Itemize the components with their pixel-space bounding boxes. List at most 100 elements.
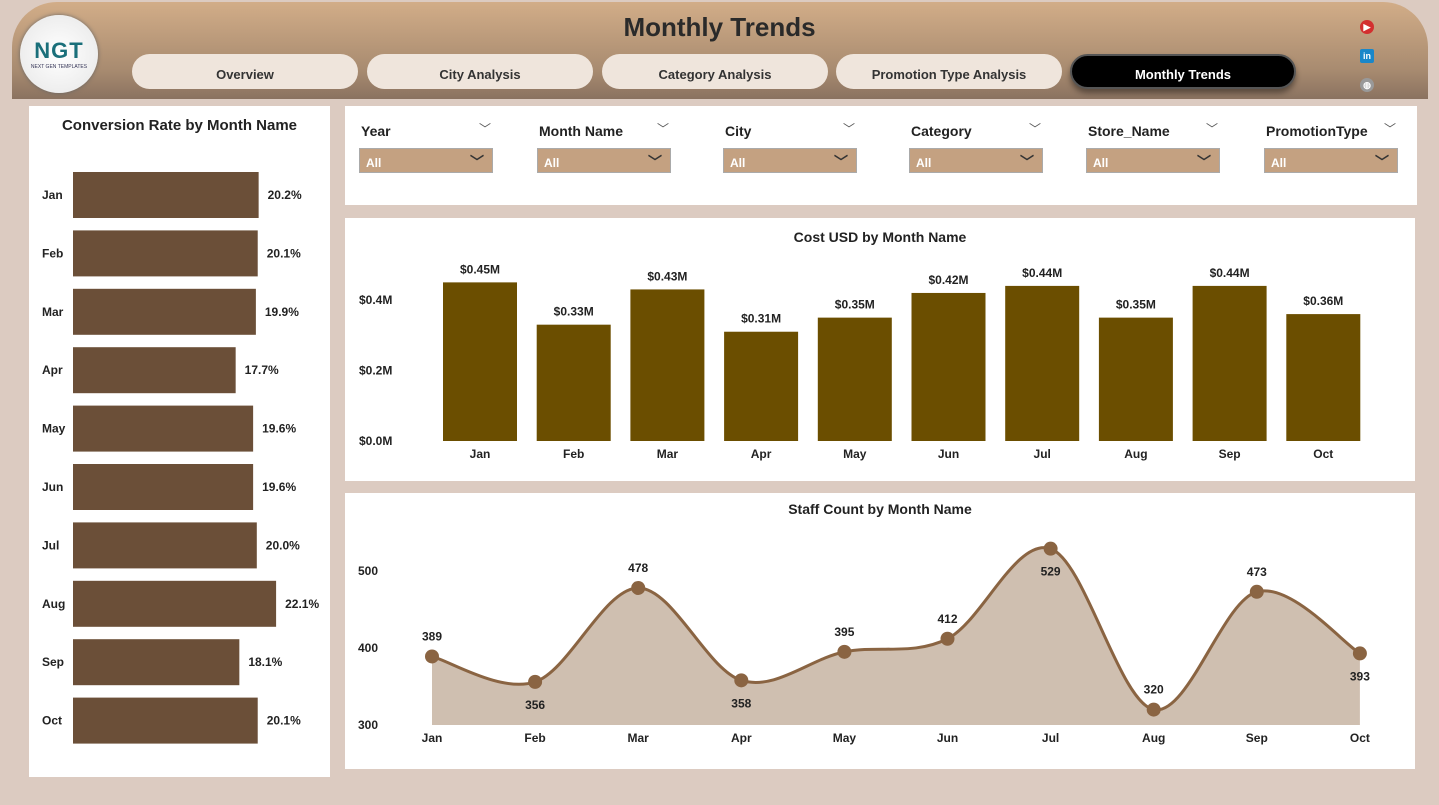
staff-chart: 300 400 500 389 Jan 356 Feb 478 Mar 358 Apr 395 May 4… [358,541,1370,745]
data-label: 19.9% [265,305,299,319]
point-feb[interactable] [528,674,543,689]
filter-dropdown[interactable]: All ﹀ [1086,148,1220,173]
area-fill [432,547,1360,725]
data-label: 358 [731,696,751,710]
bar-apr[interactable] [724,331,799,441]
chevron-down-icon[interactable]: ﹀ [1206,122,1219,136]
data-label: $0.43M [647,269,687,283]
filter-label: Store_Name [1088,123,1170,139]
filter-dropdown[interactable]: All ﹀ [909,148,1043,173]
y-tick-label: 400 [358,641,378,655]
data-label: $0.42M [928,273,968,287]
y-tick-label: 500 [358,564,378,578]
y-tick-label: Mar [42,305,64,319]
point-may[interactable] [837,644,852,659]
filter-label: Category [911,123,972,139]
data-label: $0.44M [1022,266,1062,280]
data-label: 529 [1041,565,1061,579]
youtube-icon[interactable]: ▶ [1360,20,1374,34]
filter-dropdown[interactable]: All ﹀ [723,148,857,173]
data-label: 20.1% [267,246,301,260]
staff-chart-title: Staff Count by Month Name [788,501,972,517]
chevron-down-icon[interactable]: ﹀ [479,122,492,136]
x-tick-label: Mar [628,731,650,745]
chevron-down-icon[interactable]: ﹀ [1384,122,1397,136]
point-apr[interactable] [734,673,749,688]
data-label: 393 [1350,669,1370,683]
bar-may[interactable] [73,405,254,452]
chevron-down-icon: ﹀ [1197,154,1211,170]
data-label: 19.6% [262,480,296,494]
bar-jul[interactable] [1005,285,1080,441]
x-tick-label: Apr [731,731,752,745]
chevron-down-icon[interactable]: ﹀ [843,122,856,136]
tab-overview[interactable]: Overview [132,54,358,89]
x-tick-label: Aug [1124,447,1147,461]
y-tick-label: Sep [42,655,64,669]
filter-panel: Year ﹀ All ﹀ Month Name ﹀ All ﹀ City ﹀ All ﹀ C… [345,106,1417,205]
x-tick-label: Aug [1142,731,1165,745]
x-tick-label: Feb [563,447,584,461]
tab-city-analysis[interactable]: City Analysis [367,54,593,89]
chevron-down-icon: ﹀ [1375,154,1389,170]
y-tick-label: May [42,422,66,436]
bar-feb[interactable] [536,324,611,441]
x-tick-label: Oct [1313,447,1333,461]
bar-aug[interactable] [73,580,277,627]
point-aug[interactable] [1146,702,1161,717]
chevron-down-icon[interactable]: ﹀ [657,122,670,136]
data-label: 389 [422,629,442,643]
chevron-down-icon: ﹀ [1020,154,1034,170]
cost-panel: Cost USD by Month Name $0.0M $0.2M $0.4M $0… [345,218,1415,481]
ngt-logo[interactable]: NGT NEXT GEN TEMPLATES [20,15,98,93]
y-tick-label: Jul [42,538,59,552]
bar-jan[interactable] [73,172,259,218]
linkedin-icon[interactable]: in [1360,49,1374,63]
bar-jul[interactable] [73,522,257,569]
tab-category-analysis[interactable]: Category Analysis [602,54,828,89]
globe-icon[interactable]: ◍ [1360,78,1374,92]
chevron-down-icon[interactable]: ﹀ [1029,122,1042,136]
filter-label: Month Name [539,123,623,139]
bar-jun[interactable] [73,464,254,510]
tab-monthly-trends[interactable]: Monthly Trends [1070,54,1296,89]
conversion-rate-panel: Conversion Rate by Month Name Jan 20.2% Fe… [29,106,330,777]
x-tick-label: Sep [1246,731,1268,745]
y-tick-label: Jan [42,188,63,202]
point-sep[interactable] [1249,584,1264,599]
bar-feb[interactable] [73,230,258,277]
y-tick-label: Jun [42,480,63,494]
filter-dropdown[interactable]: All ﹀ [537,148,671,173]
bar-mar[interactable] [73,288,256,335]
filter-dropdown[interactable]: All ﹀ [359,148,493,173]
bar-mar[interactable] [630,289,705,441]
bar-jun[interactable] [911,292,986,441]
tab-promotion-type-analysis[interactable]: Promotion Type Analysis [836,54,1062,89]
point-jul[interactable] [1043,541,1058,556]
x-tick-label: Apr [751,447,772,461]
bar-oct[interactable] [73,697,258,744]
filter-label: PromotionType [1266,123,1368,139]
point-jan[interactable] [425,649,439,664]
staff-line [431,546,1361,712]
point-oct[interactable] [1352,646,1367,661]
conversion-rate-chart: Jan 20.2% Feb 20.1% Mar 19.9% Apr 17.7% May 19.6%… [42,172,319,744]
point-mar[interactable] [631,580,646,595]
bar-jan[interactable] [443,282,517,441]
bar-sep[interactable] [73,639,240,686]
point-jun[interactable] [940,631,955,646]
bar-aug[interactable] [1098,317,1173,441]
data-label: 20.1% [267,714,301,728]
filter-dropdown[interactable]: All ﹀ [1264,148,1398,173]
bar-apr[interactable] [73,347,236,394]
data-label: 17.7% [245,363,279,377]
bar-may[interactable] [817,317,892,441]
bar-sep[interactable] [1192,285,1267,441]
data-label: 395 [834,625,854,639]
data-label: 20.2% [268,188,302,202]
data-label: 478 [628,561,648,575]
data-label: 22.1% [285,597,319,611]
y-tick-label: Aug [42,597,65,611]
data-label: $0.36M [1303,294,1343,308]
bar-oct[interactable] [1286,314,1361,441]
